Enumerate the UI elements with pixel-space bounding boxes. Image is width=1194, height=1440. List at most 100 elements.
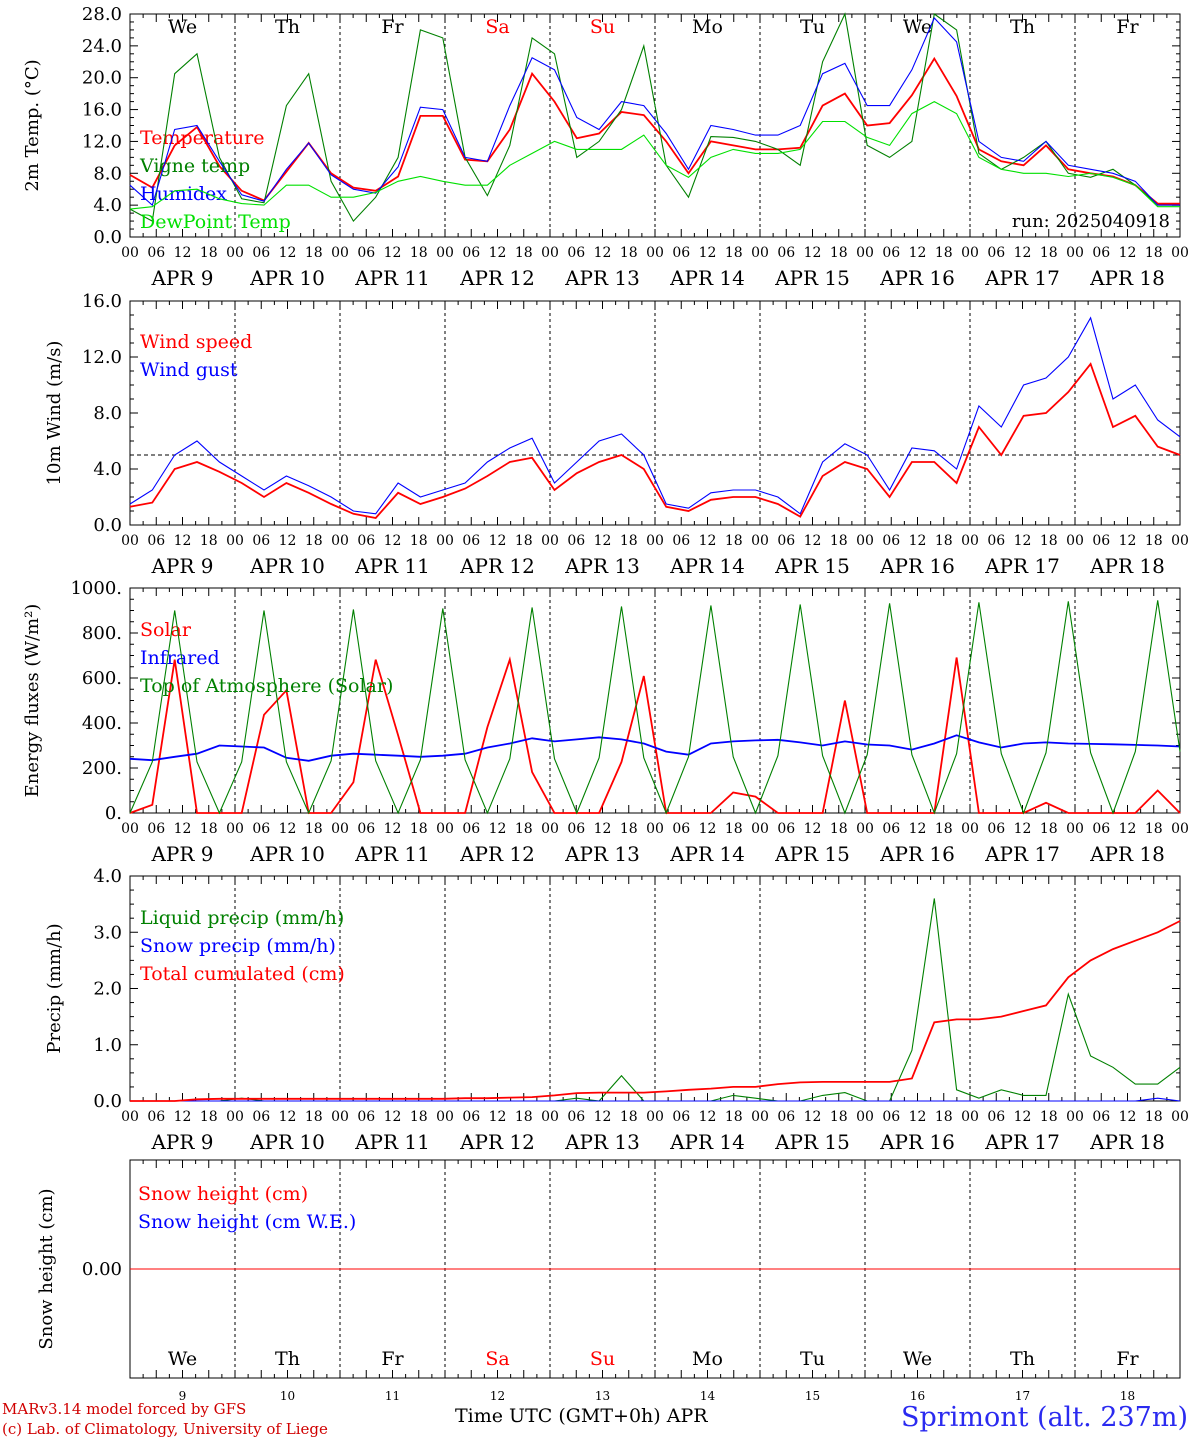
x-hour-label: 12 [384, 245, 402, 261]
x-hour-label: 06 [672, 1109, 690, 1125]
x-hour-label: 06 [882, 821, 900, 837]
x-hour-label: 12 [1014, 821, 1032, 837]
x-axis-title: Time UTC (GMT+0h) APR [455, 1405, 708, 1427]
x-hour-label: 00 [1171, 821, 1189, 837]
x-hour-label: 00 [961, 821, 979, 837]
weekday-label: Fr [1116, 16, 1139, 38]
x-hour-label: 18 [305, 821, 323, 837]
legend-entry: Top of Atmosphere (Solar) [140, 675, 393, 697]
x-hour-label: 12 [1014, 533, 1032, 549]
x-hour-label: 06 [1092, 245, 1110, 261]
x-day-label: APR 11 [354, 842, 430, 866]
weekday-label: Su [590, 16, 615, 38]
x-hour-label: 00 [646, 533, 664, 549]
x-hour-label: 18 [725, 821, 743, 837]
x-day-label: APR 18 [1089, 1130, 1165, 1154]
x-hour-label: 00 [751, 533, 769, 549]
x-hour-label: 18 [725, 245, 743, 261]
x-hour-label: 06 [882, 245, 900, 261]
x-hour-label: 00 [646, 245, 664, 261]
x-hour-label: 06 [252, 533, 270, 549]
weekday-label: We [168, 16, 197, 38]
x-day-label: APR 12 [459, 1130, 535, 1154]
x-hour-label: 00 [121, 821, 139, 837]
x-hour-label: 18 [935, 245, 953, 261]
x-hour-label: 00 [1066, 533, 1084, 549]
day-number-label: 10 [280, 1389, 295, 1403]
x-hour-label: 06 [567, 1109, 585, 1125]
x-hour-label: 18 [1145, 1109, 1163, 1125]
x-hour-label: 00 [1171, 1109, 1189, 1125]
x-hour-label: 00 [1066, 821, 1084, 837]
series-line-solar [129, 656, 1181, 814]
x-hour-label: 12 [1119, 821, 1137, 837]
x-hour-label: 18 [1040, 821, 1058, 837]
x-hour-label: 00 [1171, 245, 1189, 261]
x-hour-label: 18 [410, 1109, 428, 1125]
day-number-label: 15 [805, 1389, 820, 1403]
legend-entry: Liquid precip (mm/h) [140, 907, 344, 929]
location-title: Sprimont (alt. 237m) [901, 1402, 1188, 1433]
legend-entry: DewPoint Temp [140, 211, 291, 233]
x-hour-label: 06 [777, 245, 795, 261]
weekday-label: Tu [800, 16, 825, 38]
x-hour-label: 06 [462, 821, 480, 837]
x-hour-label: 00 [436, 533, 454, 549]
x-day-label: APR 18 [1089, 842, 1165, 866]
x-day-label: APR 11 [354, 1130, 430, 1154]
x-hour-label: 06 [777, 821, 795, 837]
y-tick-label: 0.0 [93, 1091, 122, 1112]
x-hour-label: 00 [856, 1109, 874, 1125]
x-hour-label: 06 [357, 821, 375, 837]
y-tick-label: 0.0 [93, 227, 122, 248]
y-tick-label: 4.0 [93, 866, 122, 887]
legend-entry: Snow height (cm W.E.) [138, 1211, 356, 1233]
x-hour-label: 12 [804, 821, 822, 837]
weekday-label: Th [275, 16, 300, 38]
x-day-label: APR 16 [879, 1130, 955, 1154]
x-hour-label: 00 [436, 245, 454, 261]
x-hour-label: 00 [331, 245, 349, 261]
x-hour-label: 06 [1092, 1109, 1110, 1125]
x-day-label: APR 9 [150, 842, 213, 866]
y-tick-label: 8.0 [93, 163, 122, 184]
x-hour-label: 12 [594, 1109, 612, 1125]
x-hour-label: 12 [1119, 245, 1137, 261]
day-number-label: 14 [700, 1389, 716, 1403]
x-hour-label: 12 [384, 821, 402, 837]
weekday-label: Tu [800, 1348, 825, 1370]
x-hour-label: 00 [751, 1109, 769, 1125]
weekday-label: Mo [692, 1348, 723, 1370]
x-hour-label: 06 [777, 533, 795, 549]
x-hour-label: 18 [620, 821, 638, 837]
x-day-label: APR 12 [459, 266, 535, 290]
x-day-label: APR 10 [249, 1130, 325, 1154]
x-day-label: APR 14 [669, 266, 745, 290]
x-hour-label: 00 [541, 245, 559, 261]
x-hour-label: 12 [174, 1109, 192, 1125]
x-day-label: APR 10 [249, 266, 325, 290]
x-hour-label: 12 [699, 1109, 717, 1125]
x-hour-label: 18 [305, 533, 323, 549]
x-day-label: APR 9 [150, 1130, 213, 1154]
x-hour-label: 00 [226, 821, 244, 837]
legend-entry: Infrared [140, 647, 220, 669]
x-hour-label: 18 [515, 245, 533, 261]
x-hour-label: 00 [541, 1109, 559, 1125]
series-line-snow-precip-mm-h- [130, 1097, 1181, 1102]
x-hour-label: 00 [646, 1109, 664, 1125]
y-axis-label: Precip (mm/h) [44, 923, 65, 1053]
y-tick-label: 12.0 [82, 347, 122, 368]
x-hour-label: 06 [462, 533, 480, 549]
plot-frame [129, 13, 1181, 238]
x-hour-label: 12 [384, 533, 402, 549]
x-day-label: APR 12 [459, 554, 535, 578]
x-day-label: APR 17 [984, 554, 1060, 578]
x-hour-label: 18 [200, 533, 218, 549]
x-hour-label: 18 [1145, 245, 1163, 261]
y-tick-label: 600. [82, 668, 122, 689]
x-day-label: APR 10 [249, 842, 325, 866]
model-credit: MARv3.14 model forced by GFS [2, 1400, 247, 1418]
x-hour-label: 12 [594, 821, 612, 837]
